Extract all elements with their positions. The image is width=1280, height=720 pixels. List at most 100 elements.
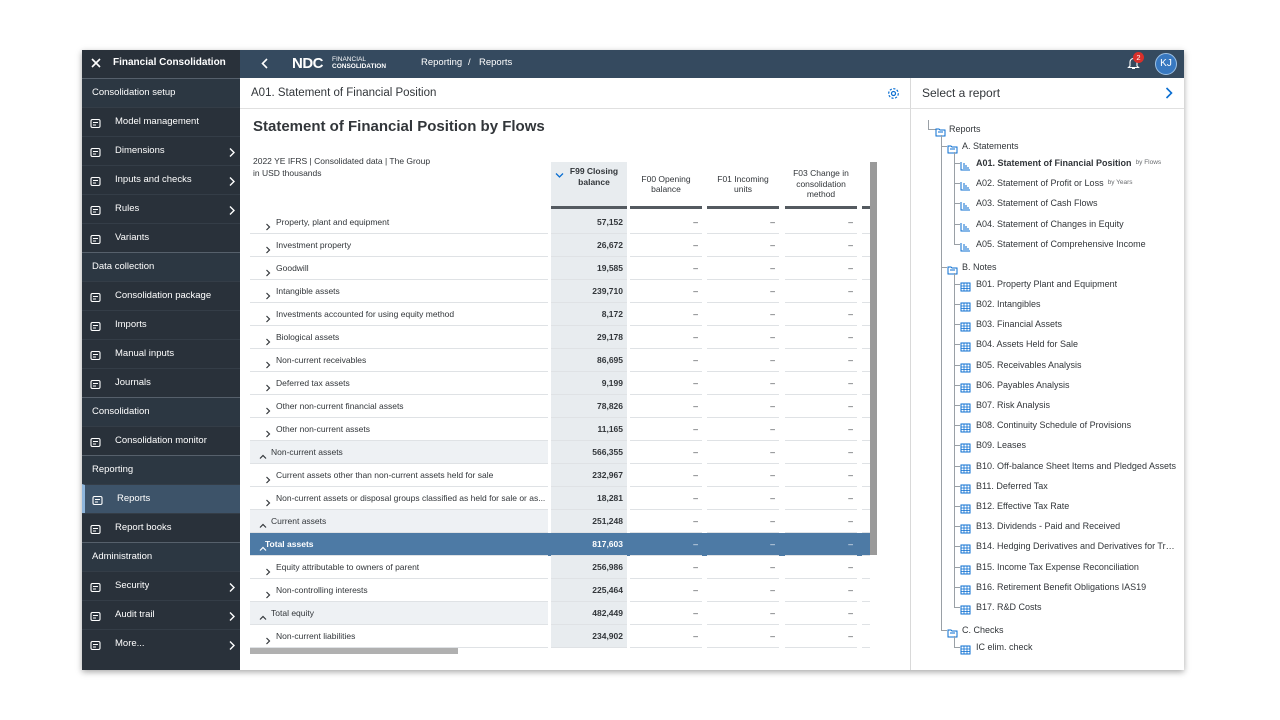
tree-item[interactable]: B04. Assets Held for Sale xyxy=(976,337,1078,351)
tree-item-icon[interactable] xyxy=(960,602,972,614)
tree-item-icon[interactable] xyxy=(960,239,972,251)
tree-item-icon[interactable] xyxy=(960,380,972,392)
tree-item[interactable]: B10. Off-balance Sheet Items and Pledged… xyxy=(976,459,1176,473)
tree-group-icon[interactable] xyxy=(947,625,959,637)
nav-item-label[interactable]: Consolidation monitor xyxy=(115,426,207,455)
row-expander[interactable] xyxy=(264,218,272,226)
nav-expand[interactable] xyxy=(228,145,240,157)
tree-item-icon[interactable] xyxy=(960,642,972,654)
nav-expand[interactable] xyxy=(228,203,240,215)
tree-item[interactable]: B16. Retirement Benefit Obligations IAS1… xyxy=(976,580,1146,594)
tree-item[interactable]: B02. Intangibles xyxy=(976,297,1041,311)
nav-item-label[interactable]: Imports xyxy=(115,310,147,339)
nav-item[interactable] xyxy=(82,484,240,513)
tree-item-icon[interactable] xyxy=(960,360,972,372)
tree-group-icon[interactable] xyxy=(947,141,959,153)
tree-item-icon[interactable] xyxy=(960,400,972,412)
nav-expand[interactable] xyxy=(228,609,240,621)
nav-item[interactable] xyxy=(82,194,240,223)
tree-item[interactable]: A05. Statement of Comprehensive Income xyxy=(976,237,1146,251)
tree-item-icon[interactable] xyxy=(960,299,972,311)
tree-item[interactable]: B07. Risk Analysis xyxy=(976,398,1050,412)
nav-item-label[interactable]: Audit trail xyxy=(115,600,155,629)
panel-toggle[interactable] xyxy=(1165,87,1173,99)
column-header[interactable]: F01 Incoming units xyxy=(707,162,779,206)
tree-item-icon[interactable] xyxy=(960,501,972,513)
tree-item-icon[interactable] xyxy=(960,461,972,473)
nav-item[interactable] xyxy=(82,310,240,339)
tree-item-icon[interactable] xyxy=(960,481,972,493)
tree-root[interactable]: Reports xyxy=(949,122,981,136)
tree-group[interactable]: C. Checks xyxy=(962,623,1004,637)
row-expander[interactable] xyxy=(264,563,272,571)
row-expander[interactable] xyxy=(264,379,272,387)
tree-item[interactable]: B17. R&D Costs xyxy=(976,600,1042,614)
tree-item[interactable]: B15. Income Tax Expense Reconciliation xyxy=(976,560,1139,574)
sort-indicator[interactable] xyxy=(555,166,567,178)
tree-item[interactable]: B12. Effective Tax Rate xyxy=(976,499,1069,513)
tree-item[interactable]: A03. Statement of Cash Flows xyxy=(976,196,1098,210)
tree-item-icon[interactable] xyxy=(960,219,972,231)
row-expander[interactable] xyxy=(264,310,272,318)
tree-item-icon[interactable] xyxy=(960,582,972,594)
nav-item[interactable] xyxy=(82,223,240,252)
row-expander[interactable] xyxy=(259,609,267,617)
row-expander[interactable] xyxy=(264,425,272,433)
tree-item[interactable]: B03. Financial Assets xyxy=(976,317,1062,331)
nav-item[interactable] xyxy=(82,571,240,600)
tree-item[interactable]: B06. Payables Analysis xyxy=(976,378,1070,392)
tree-group[interactable]: B. Notes xyxy=(962,260,997,274)
tree-item[interactable]: B11. Deferred Tax xyxy=(976,479,1048,493)
tree-item[interactable]: A02. Statement of Profit or Loss xyxy=(976,176,1104,190)
nav-item-label[interactable]: Consolidation package xyxy=(115,281,211,310)
tree-item[interactable]: B01. Property Plant and Equipment xyxy=(976,277,1117,291)
tree-item-icon[interactable] xyxy=(960,279,972,291)
nav-item[interactable] xyxy=(82,629,240,658)
nav-item-label[interactable]: Journals xyxy=(115,368,151,397)
tree-item-icon[interactable] xyxy=(960,420,972,432)
row-expander[interactable] xyxy=(264,494,272,502)
close-icon[interactable] xyxy=(91,58,101,68)
back-button[interactable] xyxy=(261,58,269,69)
tree-item-icon[interactable] xyxy=(960,339,972,351)
row-expander[interactable] xyxy=(264,287,272,295)
tree-item[interactable]: B14. Hedging Derivatives and Derivatives… xyxy=(976,539,1176,553)
tree-group-icon[interactable] xyxy=(947,262,959,274)
vertical-scrollbar[interactable] xyxy=(870,162,877,555)
nav-item-label[interactable]: Dimensions xyxy=(115,136,165,165)
tree-item[interactable]: B09. Leases xyxy=(976,438,1026,452)
nav-expand[interactable] xyxy=(228,174,240,186)
row-expander[interactable] xyxy=(264,241,272,249)
tree-item[interactable]: A01. Statement of Financial Position xyxy=(976,156,1132,170)
tree-item[interactable]: B13. Dividends - Paid and Received xyxy=(976,519,1120,533)
nav-item-label[interactable]: Security xyxy=(115,571,149,600)
nav-item[interactable] xyxy=(82,368,240,397)
row-expander[interactable] xyxy=(264,264,272,272)
column-header[interactable]: F00 Opening balance xyxy=(630,162,702,206)
breadcrumb[interactable]: Reports xyxy=(479,56,512,70)
nav-item-label[interactable]: Model management xyxy=(115,107,199,136)
tree-item-icon[interactable] xyxy=(960,440,972,452)
settings-button[interactable] xyxy=(887,87,900,100)
row-expander[interactable] xyxy=(264,586,272,594)
tree-item[interactable]: A04. Statement of Changes in Equity xyxy=(976,217,1124,231)
nav-item-label[interactable]: Manual inputs xyxy=(115,339,174,368)
tree-item-icon[interactable] xyxy=(960,198,972,210)
nav-item-label[interactable]: Inputs and checks xyxy=(115,165,192,194)
nav-item-label[interactable]: More... xyxy=(115,629,145,658)
tree-item[interactable]: IC elim. check xyxy=(976,640,1033,654)
row-expander[interactable] xyxy=(259,448,267,456)
nav-item[interactable] xyxy=(82,600,240,629)
row-expander[interactable] xyxy=(259,517,267,525)
row-expander[interactable] xyxy=(264,632,272,640)
nav-item-label[interactable]: Reports xyxy=(117,484,150,513)
row-expander[interactable] xyxy=(264,471,272,479)
tree-item-icon[interactable] xyxy=(960,521,972,533)
row-expander[interactable] xyxy=(264,356,272,364)
tree-item[interactable]: B05. Receivables Analysis xyxy=(976,358,1082,372)
tree-group[interactable]: A. Statements xyxy=(962,139,1019,153)
horizontal-scrollbar[interactable] xyxy=(250,648,458,654)
nav-item-label[interactable]: Variants xyxy=(115,223,149,252)
nav-expand[interactable] xyxy=(228,638,240,650)
tree-item-icon[interactable] xyxy=(960,178,972,190)
